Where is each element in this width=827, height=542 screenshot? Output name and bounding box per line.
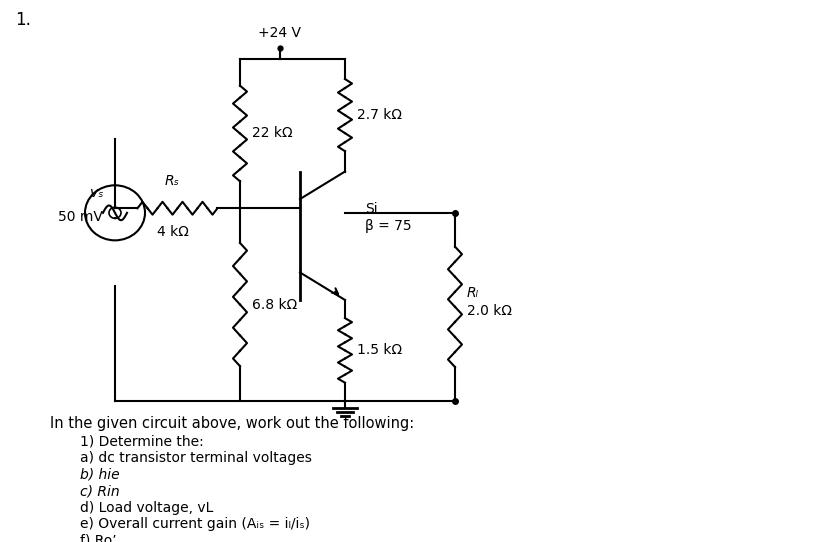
Text: 4 kΩ: 4 kΩ bbox=[156, 225, 189, 238]
Text: In the given circuit above, work out the following:: In the given circuit above, work out the… bbox=[50, 416, 414, 431]
Text: f) Ro’: f) Ro’ bbox=[80, 534, 117, 542]
Text: 22 kΩ: 22 kΩ bbox=[251, 126, 292, 140]
Text: 2.0 kΩ: 2.0 kΩ bbox=[466, 305, 511, 319]
Text: Rₗ: Rₗ bbox=[466, 286, 478, 300]
Text: vₛ: vₛ bbox=[89, 186, 103, 199]
Text: d) Load voltage, vL: d) Load voltage, vL bbox=[80, 501, 213, 515]
Text: b) hie: b) hie bbox=[80, 468, 119, 482]
Text: 1) Determine the:: 1) Determine the: bbox=[80, 435, 203, 449]
Text: Si
β = 75: Si β = 75 bbox=[365, 202, 411, 233]
Text: 2.7 kΩ: 2.7 kΩ bbox=[356, 108, 402, 122]
Text: c) Rin: c) Rin bbox=[80, 485, 119, 498]
Text: 6.8 kΩ: 6.8 kΩ bbox=[251, 298, 297, 312]
Text: Rₛ: Rₛ bbox=[165, 174, 179, 188]
Text: e) Overall current gain (Aᵢₛ = iₗ/iₛ): e) Overall current gain (Aᵢₛ = iₗ/iₛ) bbox=[80, 518, 309, 531]
Text: +24 V: +24 V bbox=[258, 27, 301, 40]
Text: 1.5 kΩ: 1.5 kΩ bbox=[356, 344, 402, 357]
Text: 1.: 1. bbox=[15, 11, 31, 29]
Text: a) dc transistor terminal voltages: a) dc transistor terminal voltages bbox=[80, 451, 312, 466]
Text: 50 mV: 50 mV bbox=[58, 210, 103, 224]
